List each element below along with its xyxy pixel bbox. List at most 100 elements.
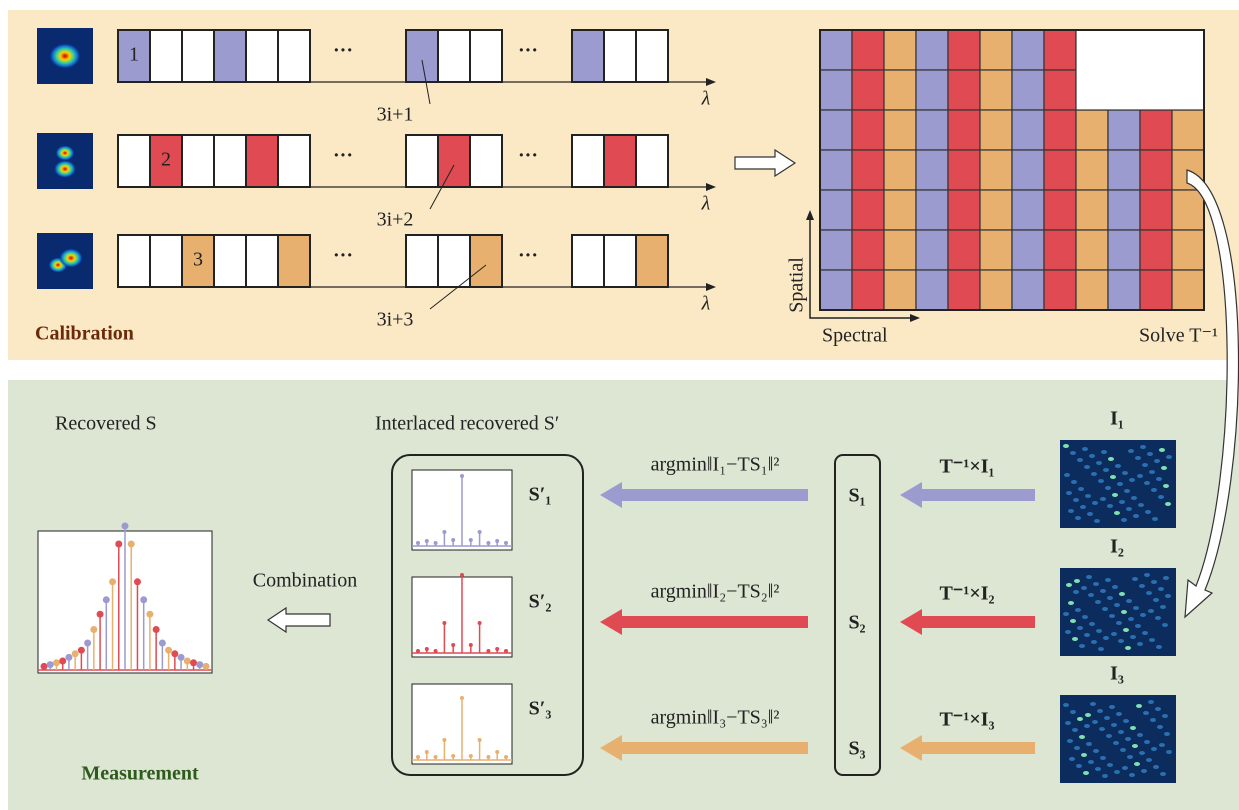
wavelength-cell: [406, 135, 438, 187]
speckle: [1073, 498, 1079, 502]
wavelength-cell: [572, 30, 604, 82]
ellipsis: ···: [333, 245, 353, 267]
speckle: [1072, 728, 1078, 732]
stem-head: [469, 754, 473, 758]
speckle: [1118, 730, 1124, 734]
speckle: [1119, 500, 1125, 504]
speckle: [1130, 635, 1136, 639]
matrix-cell: [916, 30, 948, 70]
speckle: [1116, 712, 1122, 716]
wavelength-cell: [278, 135, 310, 187]
matrix-cell: [852, 70, 884, 110]
wavelength-cell: [246, 135, 278, 187]
ellipsis: ···: [518, 245, 538, 267]
speckle: [1129, 773, 1135, 777]
speckle: [1133, 606, 1139, 610]
speckle: [1102, 774, 1108, 778]
speckle: [1116, 621, 1122, 625]
speckle: [1068, 601, 1074, 605]
page: Calibration T Spatial Spectral Solve T⁻¹…: [0, 0, 1239, 810]
wavelength-cell: [604, 135, 636, 187]
wavelength-cell: [118, 135, 150, 187]
speckle: [1142, 463, 1148, 467]
speckle: [1151, 747, 1157, 751]
matrix-cell: [1012, 70, 1044, 110]
speckle: [1085, 494, 1091, 498]
stem-head: [442, 738, 446, 742]
spectral-label: Spectral: [822, 325, 888, 347]
stem-head: [504, 755, 508, 759]
speckle: [1098, 647, 1104, 651]
speckle: [1111, 723, 1117, 727]
wavelength-cell: [214, 30, 246, 82]
wavelength-cell: [572, 135, 604, 187]
stem-head: [90, 626, 97, 633]
stem-head: [460, 474, 464, 478]
speckle: [1158, 587, 1164, 591]
wavelength-cell: [150, 235, 182, 287]
recovered-sub-label: S′₂: [529, 591, 552, 613]
speckle: [1070, 451, 1076, 455]
stem-head: [504, 649, 508, 653]
speckle: [1155, 616, 1161, 620]
speckle: [1120, 748, 1126, 752]
stem-head: [478, 530, 482, 534]
speckle: [1067, 739, 1073, 743]
wavelength-cell: [214, 235, 246, 287]
speckle: [1133, 514, 1139, 518]
stem-head: [159, 640, 166, 647]
stem-head: [451, 538, 455, 542]
speckle: [1084, 465, 1090, 469]
matrix-cell: [1076, 190, 1108, 230]
speckle: [1119, 592, 1125, 596]
wavelength-cell: [470, 235, 502, 287]
speckle: [1075, 608, 1081, 612]
matrix-cell: [820, 70, 852, 110]
wavelength-cell: [406, 235, 438, 287]
speckle: [1104, 716, 1110, 720]
stem-head: [416, 649, 420, 653]
speckle: [1135, 624, 1141, 628]
figure: Calibration T Spatial Spectral Solve T⁻¹…: [0, 0, 1239, 810]
position-label: 3i+3: [377, 309, 414, 331]
speckle: [1123, 628, 1129, 632]
cell-index: 1: [129, 44, 139, 66]
cell-index: 2: [161, 149, 171, 171]
speckle: [1147, 452, 1153, 456]
stem-head: [59, 658, 66, 665]
matrix-cell: [916, 110, 948, 150]
speckle: [1111, 632, 1117, 636]
stem-head: [478, 621, 482, 625]
speckle: [1088, 593, 1094, 597]
speckle: [1082, 447, 1088, 451]
speckle: [1141, 769, 1147, 773]
speckle: [1103, 636, 1109, 640]
speckle: [1102, 607, 1108, 611]
speckle: [1074, 579, 1080, 583]
wavelength-cell: [246, 30, 278, 82]
matrix-cell: [1076, 150, 1108, 190]
lambda-label: λ: [701, 193, 711, 215]
matrix-cell: [1044, 230, 1076, 270]
speckle: [1095, 767, 1101, 771]
speckle: [1097, 709, 1103, 713]
sub-label: S₁: [848, 485, 865, 507]
speckle: [1079, 735, 1085, 739]
speckle: [1135, 456, 1141, 460]
speckle: [1136, 704, 1142, 708]
speckle: [1162, 623, 1168, 627]
lambda-label: λ: [701, 293, 711, 315]
wavelength-cell: [214, 135, 246, 187]
speckle: [1137, 474, 1143, 478]
wavelength-cell: [470, 30, 502, 82]
matrix-cell: [980, 30, 1012, 70]
stem-head: [434, 649, 438, 653]
matrix-cell: [884, 70, 916, 110]
speckle: [1064, 473, 1070, 477]
sub-label: S₃: [848, 738, 865, 760]
matrix-cell: [852, 150, 884, 190]
speckle: [1085, 713, 1091, 717]
speckle: [1063, 703, 1069, 707]
stem-head: [425, 539, 429, 543]
speckle: [1125, 646, 1131, 650]
